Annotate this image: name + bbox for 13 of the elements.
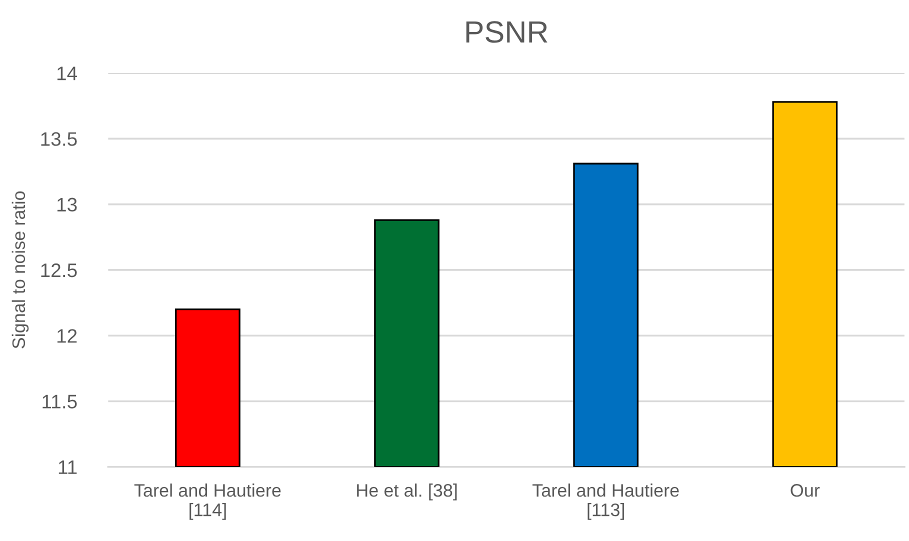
y-tick-label: 12 [57,329,77,343]
x-tick-label: Our [790,484,820,497]
y-axis-title: Signal to noise ratio [12,191,29,348]
y-tick-label: 14 [57,66,78,80]
x-tick-label: Tarel and Hautiere [113] [532,484,679,520]
y-tick-label: 11 [58,460,77,474]
y-tick-label: 13.5 [41,132,77,146]
chart-title: PSNR [466,21,548,43]
y-tick-label: 13 [57,198,77,212]
y-tick-label: 12.5 [41,263,77,278]
y-tick-label: 11.5 [42,394,77,408]
x-tick-label: He et al. [38] [357,484,457,500]
x-tick-label: Tarel and Hautiere [114] [134,484,281,520]
